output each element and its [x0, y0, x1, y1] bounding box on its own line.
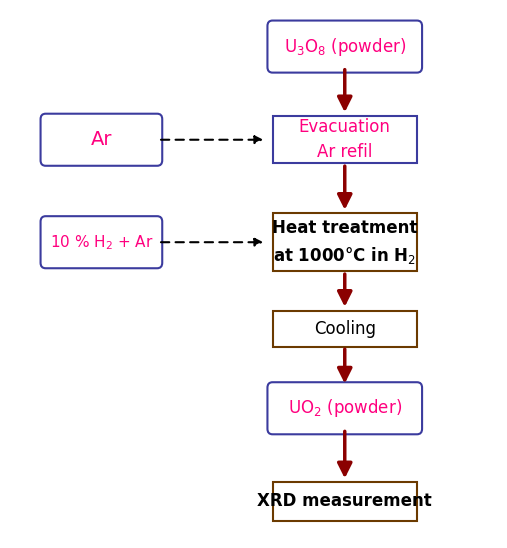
- Text: XRD measurement: XRD measurement: [258, 493, 432, 510]
- FancyBboxPatch shape: [273, 482, 417, 521]
- Text: U$_3$O$_8$ (powder): U$_3$O$_8$ (powder): [283, 36, 406, 58]
- FancyBboxPatch shape: [268, 383, 422, 434]
- FancyBboxPatch shape: [268, 20, 422, 72]
- FancyBboxPatch shape: [273, 117, 417, 163]
- Text: Cooling: Cooling: [314, 320, 376, 338]
- FancyBboxPatch shape: [273, 213, 417, 271]
- FancyBboxPatch shape: [41, 114, 162, 165]
- FancyBboxPatch shape: [273, 311, 417, 347]
- Text: Heat treatment
at 1000°C in H$_2$: Heat treatment at 1000°C in H$_2$: [272, 219, 417, 266]
- Text: Ar: Ar: [91, 130, 112, 149]
- Text: UO$_2$ (powder): UO$_2$ (powder): [287, 397, 402, 419]
- Text: Evacuation
Ar refil: Evacuation Ar refil: [299, 118, 391, 161]
- FancyBboxPatch shape: [41, 216, 162, 268]
- Text: 10 % H$_2$ + Ar: 10 % H$_2$ + Ar: [50, 233, 153, 252]
